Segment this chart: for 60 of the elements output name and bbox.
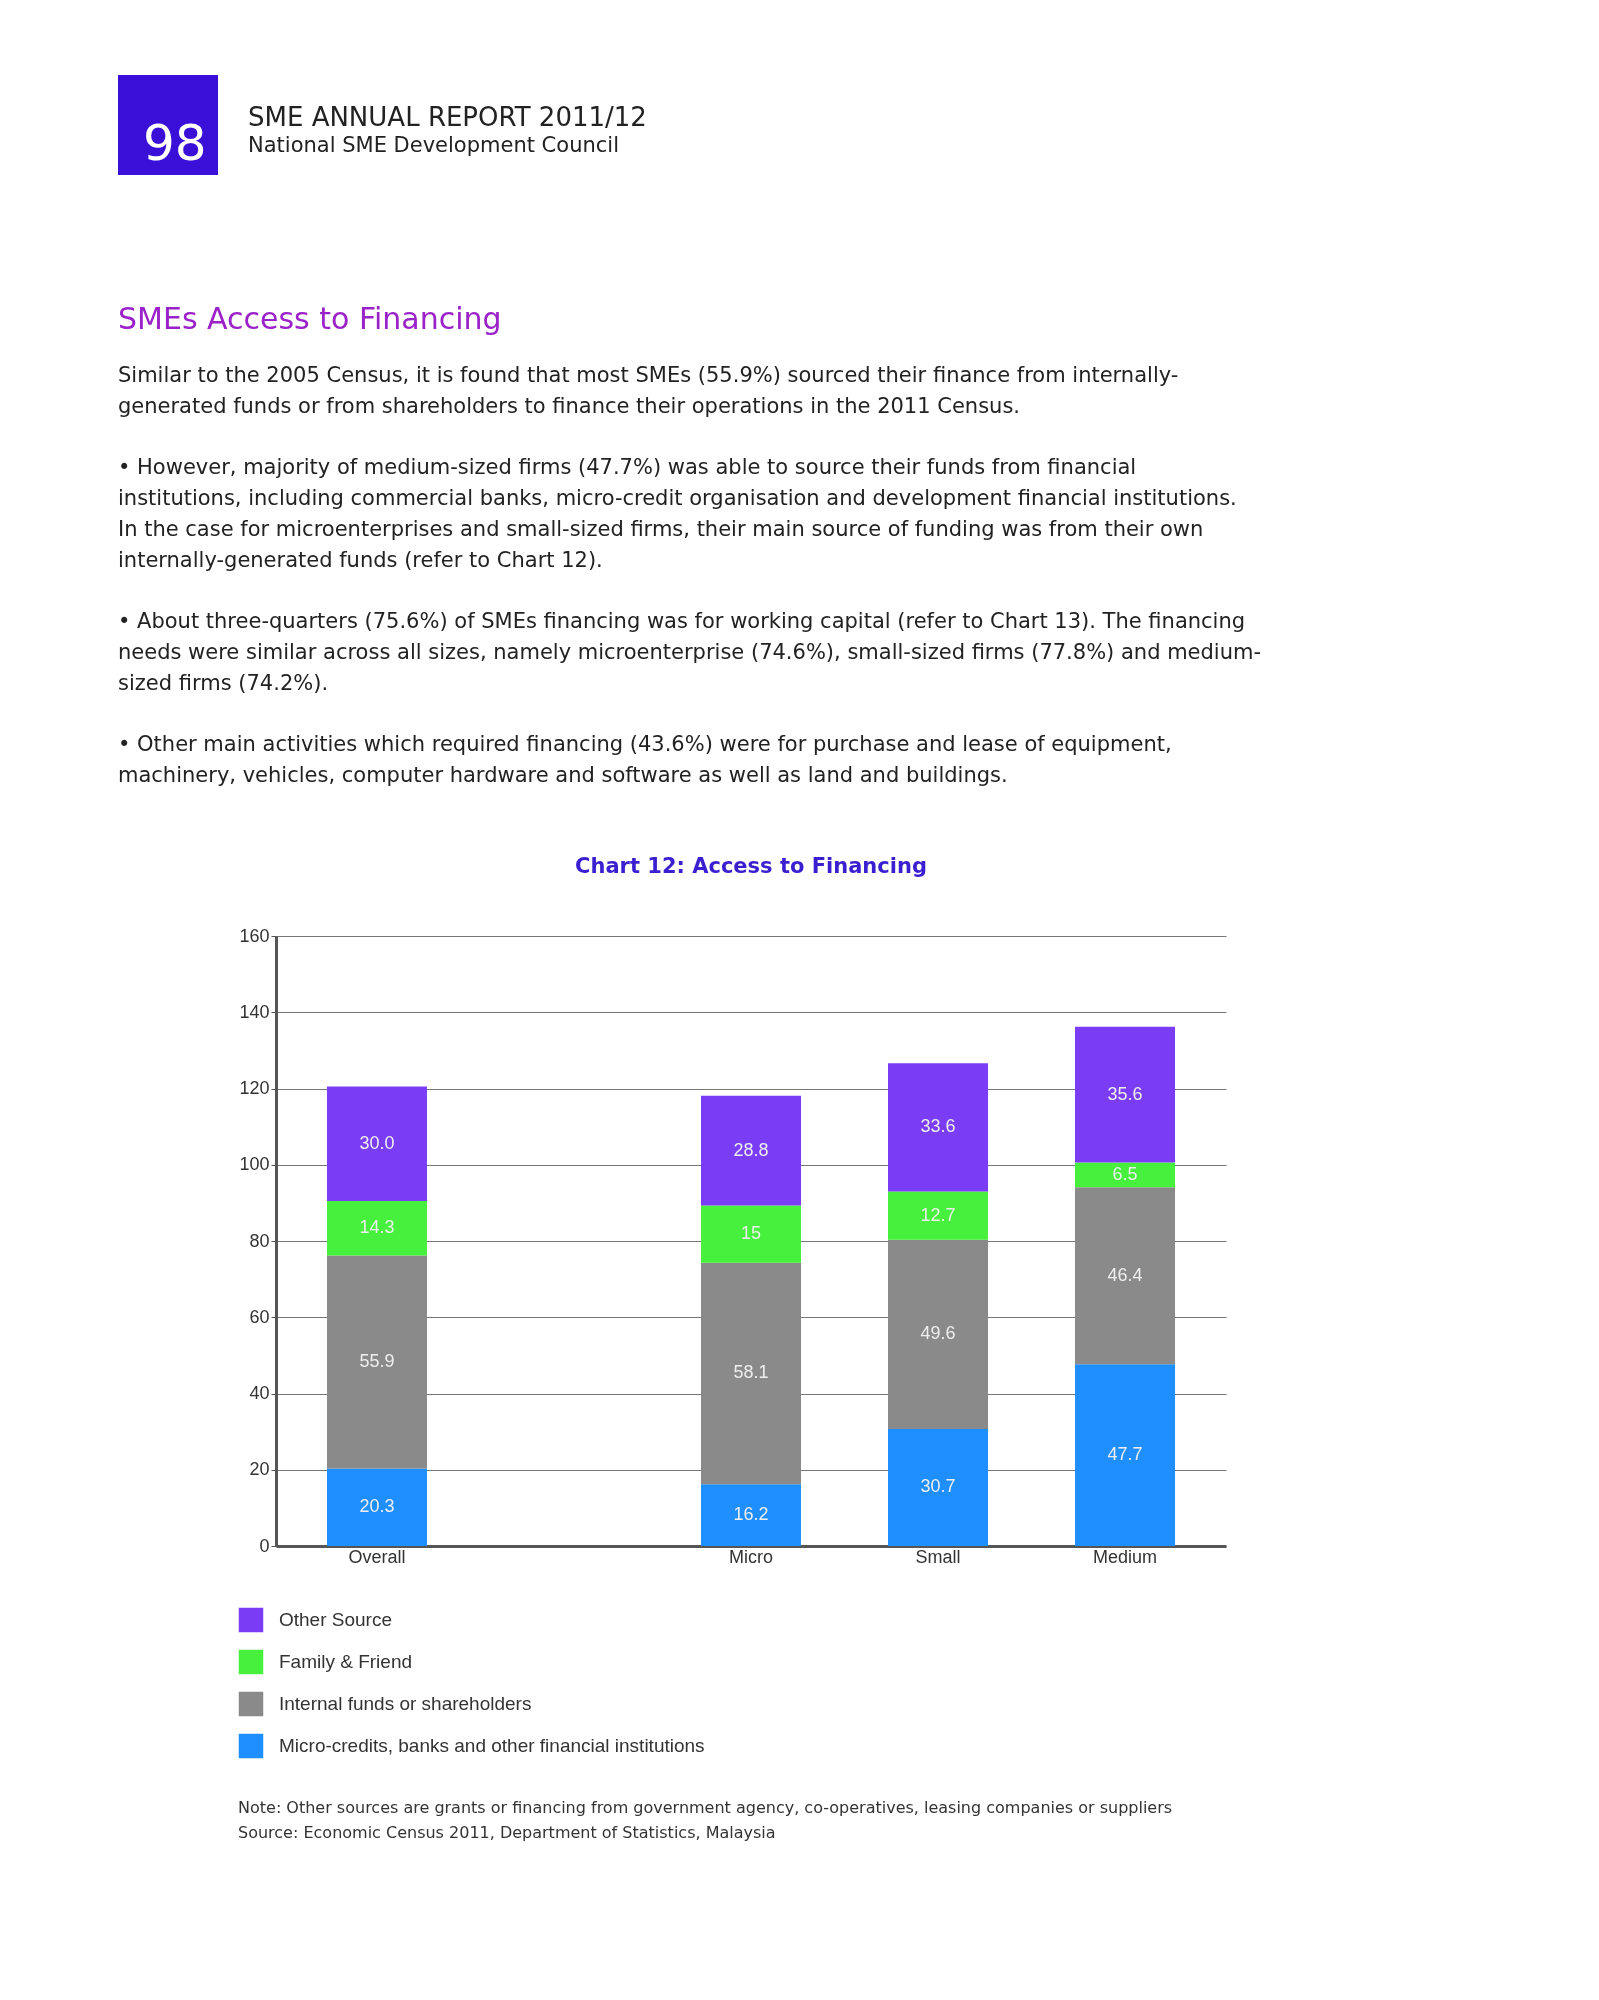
bar — [701, 1095, 801, 1206]
bar — [326, 1200, 427, 1256]
data-label: 33.6 — [920, 1116, 956, 1137]
data-label: 55.9 — [359, 1351, 395, 1372]
y-tick-label: 80 — [249, 1230, 270, 1251]
y-tick-label: 140 — [239, 1001, 270, 1022]
x-tick-label: Small — [915, 1546, 961, 1567]
text: • However, majority of medium-sized firms (47.7%) was able to source their funds from financial institutions, including commercial banks, micro-credit organisation and development financial institutions. In the case for microenterprises and small-sized firms, their main source of funding was from their own internally-generated funds (refer to Chart 12). — [118, 455, 1237, 572]
data-label: 35.6 — [1107, 1083, 1143, 1104]
bar — [701, 1484, 801, 1546]
data-label: 49.6 — [920, 1323, 956, 1344]
text: National SME Development Council — [248, 133, 619, 157]
data-label: 15 — [740, 1223, 762, 1244]
text: • Other main activities which required financing (43.6%) were for purchase and lease of equipment, machinery, vehicles, computer hardware and software as well as land and buildings. — [118, 732, 1172, 787]
legend-label: Other Source — [279, 1609, 392, 1630]
text: 98 — [143, 114, 207, 172]
bar — [888, 1191, 989, 1240]
text: SME ANNUAL REPORT 2011/12 — [248, 102, 647, 132]
bar — [888, 1428, 989, 1546]
y-tick-label: 100 — [239, 1154, 270, 1175]
data-label: 16.2 — [733, 1504, 769, 1525]
text: • About three-quarters (75.6%) of SMEs financing was for working capital (refer to Chart 13). The financing needs were similar across all sizes, namely microenterprise (74.6%), small-sized firms (77.8%) and medium-sized firms (74.2%). — [118, 609, 1262, 695]
data-label: 58.1 — [733, 1362, 769, 1383]
data-label: 30.0 — [359, 1132, 395, 1153]
text: SMEs Access to Financing — [118, 301, 502, 336]
data-label: 14.3 — [359, 1217, 395, 1238]
bar — [326, 1255, 427, 1469]
data-label: 46.4 — [1107, 1264, 1143, 1285]
legend-label: Family & Friend — [279, 1651, 413, 1672]
bar — [888, 1239, 989, 1429]
text: Note: Other sources are grants or financing from government agency, co-operatives, leasing companies or suppliers — [238, 1798, 1173, 1817]
bar — [888, 1063, 989, 1192]
data-label: 30.7 — [920, 1476, 956, 1497]
data-label: 6.5 — [1112, 1163, 1138, 1184]
x-tick-label: Overall — [348, 1546, 406, 1567]
bar — [1075, 1026, 1176, 1163]
bar — [326, 1468, 427, 1546]
y-tick-label: 60 — [249, 1306, 270, 1327]
text: Similar to the 2005 Census, it is found that most SMEs (55.9%) sourced their finance from internally-generated funds or from shareholders to finance their operations in the 2011 Census. — [118, 363, 1179, 418]
y-tick-label: 0 — [259, 1535, 270, 1556]
bar — [1075, 1162, 1176, 1188]
y-tick-label: 40 — [249, 1383, 270, 1403]
legend-label: Micro-credits, banks and other financial institutions — [279, 1735, 705, 1756]
data-label: 20.3 — [359, 1496, 395, 1517]
source-note: Source: Economic Census 2011, Department of Statistics, Malaysia — [238, 1823, 776, 1842]
y-tick-label: 160 — [239, 925, 270, 946]
data-label: 28.8 — [733, 1139, 769, 1160]
y-tick-label: 20 — [249, 1459, 270, 1480]
bar — [326, 1086, 427, 1201]
legend-label: Internal funds or shareholders — [279, 1693, 532, 1714]
data-label: 12.7 — [920, 1204, 956, 1225]
y-tick-label: 120 — [239, 1078, 270, 1098]
bar — [1075, 1187, 1176, 1365]
chart-title: Chart 12: Access to Financing — [575, 854, 927, 878]
data-label: 47.7 — [1107, 1444, 1143, 1465]
bar — [701, 1205, 801, 1263]
x-tick-label: Micro — [729, 1546, 773, 1567]
bar — [701, 1262, 801, 1485]
x-tick-label: Medium — [1093, 1546, 1158, 1567]
bar — [1075, 1364, 1176, 1546]
